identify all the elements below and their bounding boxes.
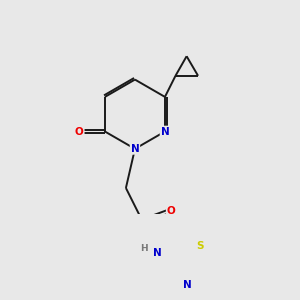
Text: O: O — [75, 127, 84, 136]
Text: N: N — [130, 144, 139, 154]
Text: S: S — [196, 241, 203, 251]
Text: N: N — [160, 127, 169, 136]
Text: H: H — [140, 244, 148, 253]
Text: O: O — [167, 206, 176, 216]
Text: N: N — [153, 248, 162, 258]
Text: N: N — [183, 280, 191, 290]
